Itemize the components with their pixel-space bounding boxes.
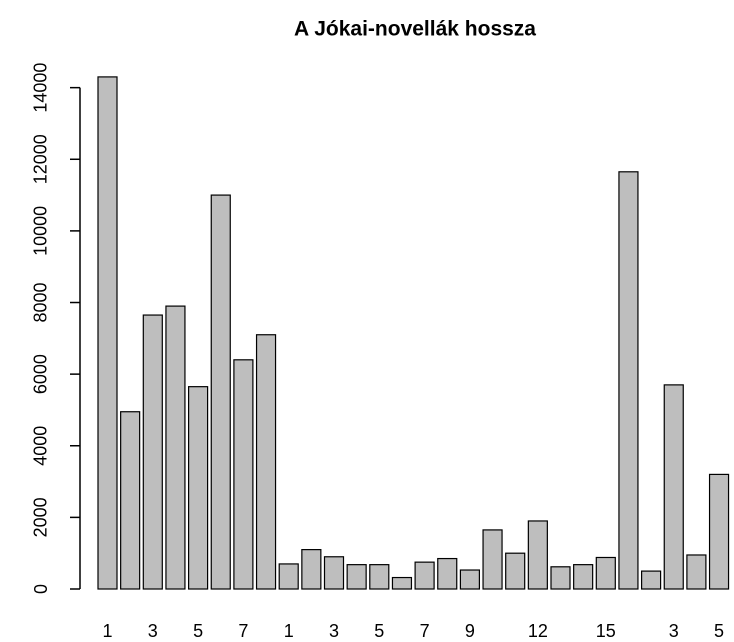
x-tick-label: 7: [238, 621, 248, 641]
bar: [527, 520, 548, 590]
bar: [573, 564, 594, 590]
bar: [618, 171, 639, 590]
y-tick-label: 8000: [31, 282, 51, 322]
bar: [663, 384, 684, 590]
y-tick-label: 12000: [31, 134, 51, 184]
bar: [210, 194, 231, 590]
chart-title: A Jókai-novellák hossza: [294, 18, 536, 41]
y-tick-label: 0: [31, 584, 51, 594]
bar: [369, 564, 390, 590]
x-tick-label: 3: [148, 621, 158, 641]
y-tick-label: 4000: [31, 426, 51, 466]
bar: [505, 552, 526, 590]
bar: [323, 556, 345, 590]
bar: [255, 334, 277, 590]
bar: [346, 564, 367, 590]
bar: [482, 529, 503, 590]
x-tick-label: 5: [193, 621, 203, 641]
bar: [120, 411, 141, 590]
y-tick-label: 14000: [31, 63, 51, 113]
x-tick-label: 1: [284, 621, 294, 641]
bar: [165, 305, 186, 590]
x-tick-label: 5: [714, 621, 724, 641]
bar: [97, 76, 118, 590]
bar: [459, 569, 480, 590]
bar: [188, 386, 209, 590]
bar: [437, 557, 458, 590]
bar: [708, 473, 730, 590]
bar: [595, 556, 616, 590]
x-tick-label: 1: [102, 621, 112, 641]
bar: [686, 554, 707, 590]
bar: [550, 566, 571, 590]
y-tick-label: 6000: [31, 354, 51, 394]
x-tick-label: 9: [465, 621, 475, 641]
bar: [233, 359, 254, 590]
bar: [640, 570, 662, 590]
x-tick-label: 12: [528, 621, 548, 641]
bar: [278, 563, 299, 590]
bar: [301, 549, 322, 590]
x-tick-label: 3: [329, 621, 339, 641]
x-tick-label: 15: [596, 621, 616, 641]
y-tick-label: 10000: [31, 206, 51, 256]
y-tick-label: 2000: [31, 497, 51, 537]
x-tick-label: 5: [374, 621, 384, 641]
bar: [414, 561, 435, 590]
x-tick-label: 7: [420, 621, 430, 641]
bar: [142, 314, 163, 590]
x-tick-label: 3: [669, 621, 679, 641]
bar: [391, 576, 413, 590]
